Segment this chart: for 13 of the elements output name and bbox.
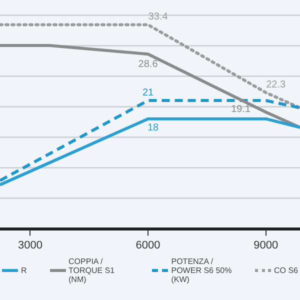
legend-label: POTENZA / POWER S6 50% (KW) bbox=[171, 257, 232, 284]
data-label: 21 bbox=[142, 87, 154, 98]
data-label: 18 bbox=[147, 122, 160, 134]
x-tick-label: 9000 bbox=[254, 239, 278, 252]
x-tick-label: 3000 bbox=[18, 239, 42, 252]
data-label: 22.3 bbox=[266, 79, 286, 90]
data-label: 33.4 bbox=[148, 12, 168, 23]
legend-label: COPPIA / TORQUE S1 (NM) bbox=[68, 257, 116, 284]
data-label: 19.1 bbox=[231, 104, 252, 115]
legend-label: R bbox=[21, 266, 27, 275]
legend-label: CO S6 bbox=[274, 266, 298, 275]
data-label: 28.6 bbox=[138, 58, 158, 70]
x-tick-label: 6000 bbox=[136, 239, 160, 252]
